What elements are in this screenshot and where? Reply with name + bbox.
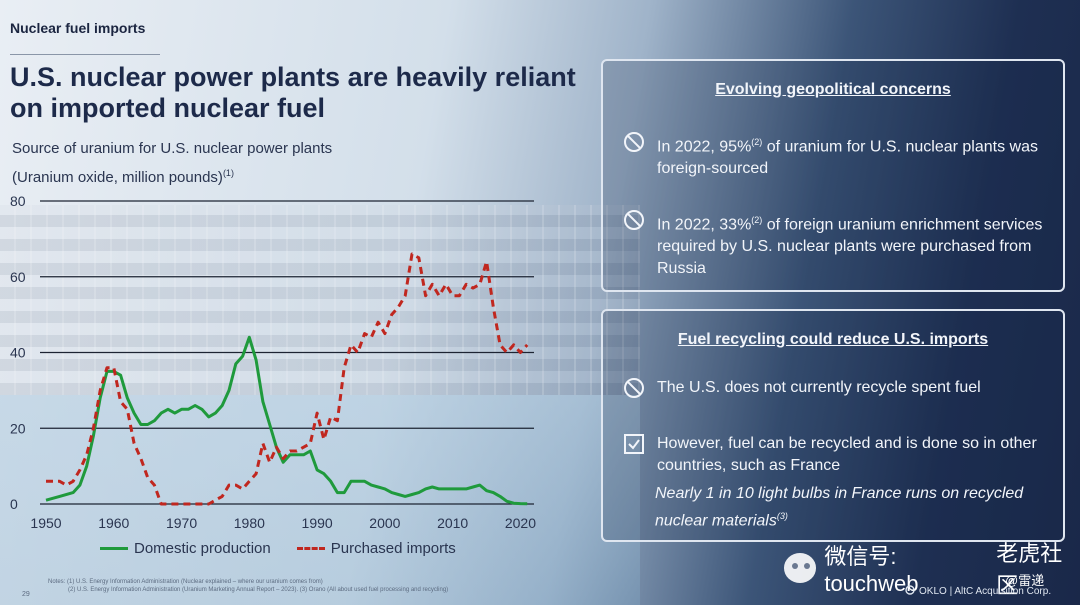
recycling-panel: Fuel recycling could reduce U.S. imports… [601, 309, 1065, 542]
uranium-line-chart: 0 20 40 60 80 1950 1960 1970 1980 1990 2000 2010 202… [10, 193, 536, 531]
x-tick-label-1970: 1970 [166, 515, 197, 531]
prohibited-icon [623, 131, 645, 153]
checkbox-checked-icon [623, 433, 645, 455]
oklo-logo-icon [905, 585, 915, 598]
subtitle-line-2: (Uranium oxide, million pounds)(1) [12, 161, 332, 190]
x-tick-label-1980: 1980 [234, 515, 265, 531]
geopolitical-panel: Evolving geopolitical concerns In 2022, … [601, 59, 1065, 292]
page-number: 29 [22, 591, 30, 598]
legend-label-imports: Purchased imports [330, 540, 456, 557]
geo-bullet-1-rest: of uranium for U.S. nuclear plants was f… [657, 138, 1038, 178]
y-tick-label-60: 60 [10, 269, 26, 285]
subtitle-line-1: Source of uranium for U.S. nuclear power… [12, 140, 333, 157]
headline-line-2: on imported nuclear fuel [10, 93, 326, 123]
geo-bullet-1-text: In 2022, 95%(2) of uranium for U.S. nucl… [657, 131, 1053, 180]
panel-title-geopolitical: Evolving geopolitical concerns [715, 81, 951, 98]
footnote-line-1: Notes: (1) U.S. Energy Information Admin… [48, 579, 323, 585]
prohibited-icon [623, 377, 645, 399]
prohibited-icon [623, 209, 645, 231]
chart-legend: Domestic production Purchased imports [100, 540, 456, 557]
recycle-bullet-2-text: However, fuel can be recycled and is don… [657, 435, 1037, 474]
y-tick-label-20: 20 [10, 420, 26, 436]
x-tick-label-1950: 1950 [30, 515, 61, 531]
recycle-note: Nearly 1 in 10 light bulbs in France run… [655, 483, 1055, 532]
y-tick-label-0: 0 [10, 496, 18, 512]
series-line-purchased-imports [46, 252, 529, 506]
headline-line-1: U.S. nuclear power plants are heavily re… [10, 62, 576, 92]
watermark-text: 微信号: touchweb [824, 544, 919, 596]
geo-bullet-1-footnote: (2) [751, 137, 763, 147]
recycle-bullet-1-text: The U.S. does not currently recycle spen… [657, 379, 981, 396]
wechat-icon [784, 553, 817, 583]
background-ship-image [0, 205, 640, 395]
geo-bullet-2-lead: In 2022, 33% [657, 216, 752, 234]
y-tick-label-40: 40 [10, 345, 26, 361]
series-line-domestic-production [45, 335, 528, 506]
page-title: U.S. nuclear power plants are heavily re… [10, 62, 600, 124]
recycle-bullet-1: The U.S. does not currently recycle spen… [623, 377, 1053, 399]
legend-swatch-imports [296, 547, 325, 550]
legend-item-domestic: Domestic production [100, 540, 271, 557]
geo-bullet-2: In 2022, 33%(2) of foreign uranium enric… [623, 209, 1053, 280]
x-tick-label-2010: 2010 [437, 515, 468, 531]
geo-bullet-2-footnote: (2) [751, 215, 763, 225]
legend-swatch-domestic [100, 547, 128, 550]
legend-item-imports: Purchased imports [296, 540, 456, 557]
x-tick-label-1990: 1990 [302, 515, 333, 531]
x-tick-label-2000: 2000 [369, 515, 400, 531]
background-water-image [0, 395, 640, 605]
subtitle-unit: (Uranium oxide, million pounds) [12, 169, 223, 186]
wechat-watermark: 微信号: touchweb 老虎社区 [784, 536, 1080, 600]
y-tick-label-80: 80 [10, 193, 26, 209]
recycle-note-footnote: (3) [776, 511, 788, 521]
recycle-note-text: Nearly 1 in 10 light bulbs in France run… [655, 485, 1024, 530]
geo-bullet-2-rest: of foreign uranium enrichment services r… [657, 216, 1043, 278]
geo-bullet-1: In 2022, 95%(2) of uranium for U.S. nucl… [623, 131, 1053, 180]
x-tick-label-2020: 2020 [505, 515, 536, 531]
chart-subtitle: Source of uranium for U.S. nuclear power… [12, 137, 332, 190]
recycle-bullet-2: However, fuel can be recycled and is don… [623, 433, 1053, 477]
subtitle-footnote: (1) [222, 168, 234, 178]
panel-title-recycling: Fuel recycling could reduce U.S. imports [677, 331, 989, 348]
legend-label-domestic: Domestic production [134, 540, 271, 557]
author-handle: @雷递 [1005, 573, 1045, 588]
watermark-extra: 老虎社区 [996, 541, 1063, 598]
geo-bullet-2-text: In 2022, 33%(2) of foreign uranium enric… [657, 209, 1053, 280]
footnotes: Notes: (1) U.S. Energy Information Admin… [48, 578, 608, 594]
x-tick-label-1960: 1960 [98, 515, 129, 531]
footnote-line-2: (2) U.S. Energy Information Administrati… [68, 587, 449, 593]
section-tag: Nuclear fuel imports [10, 20, 160, 55]
footer-brand: OKLO | AltC Acquisition Corp. [905, 585, 1051, 598]
geo-bullet-1-lead: In 2022, 95% [657, 138, 752, 156]
footer-brand-text: OKLO | AltC Acquisition Corp. [919, 586, 1052, 597]
